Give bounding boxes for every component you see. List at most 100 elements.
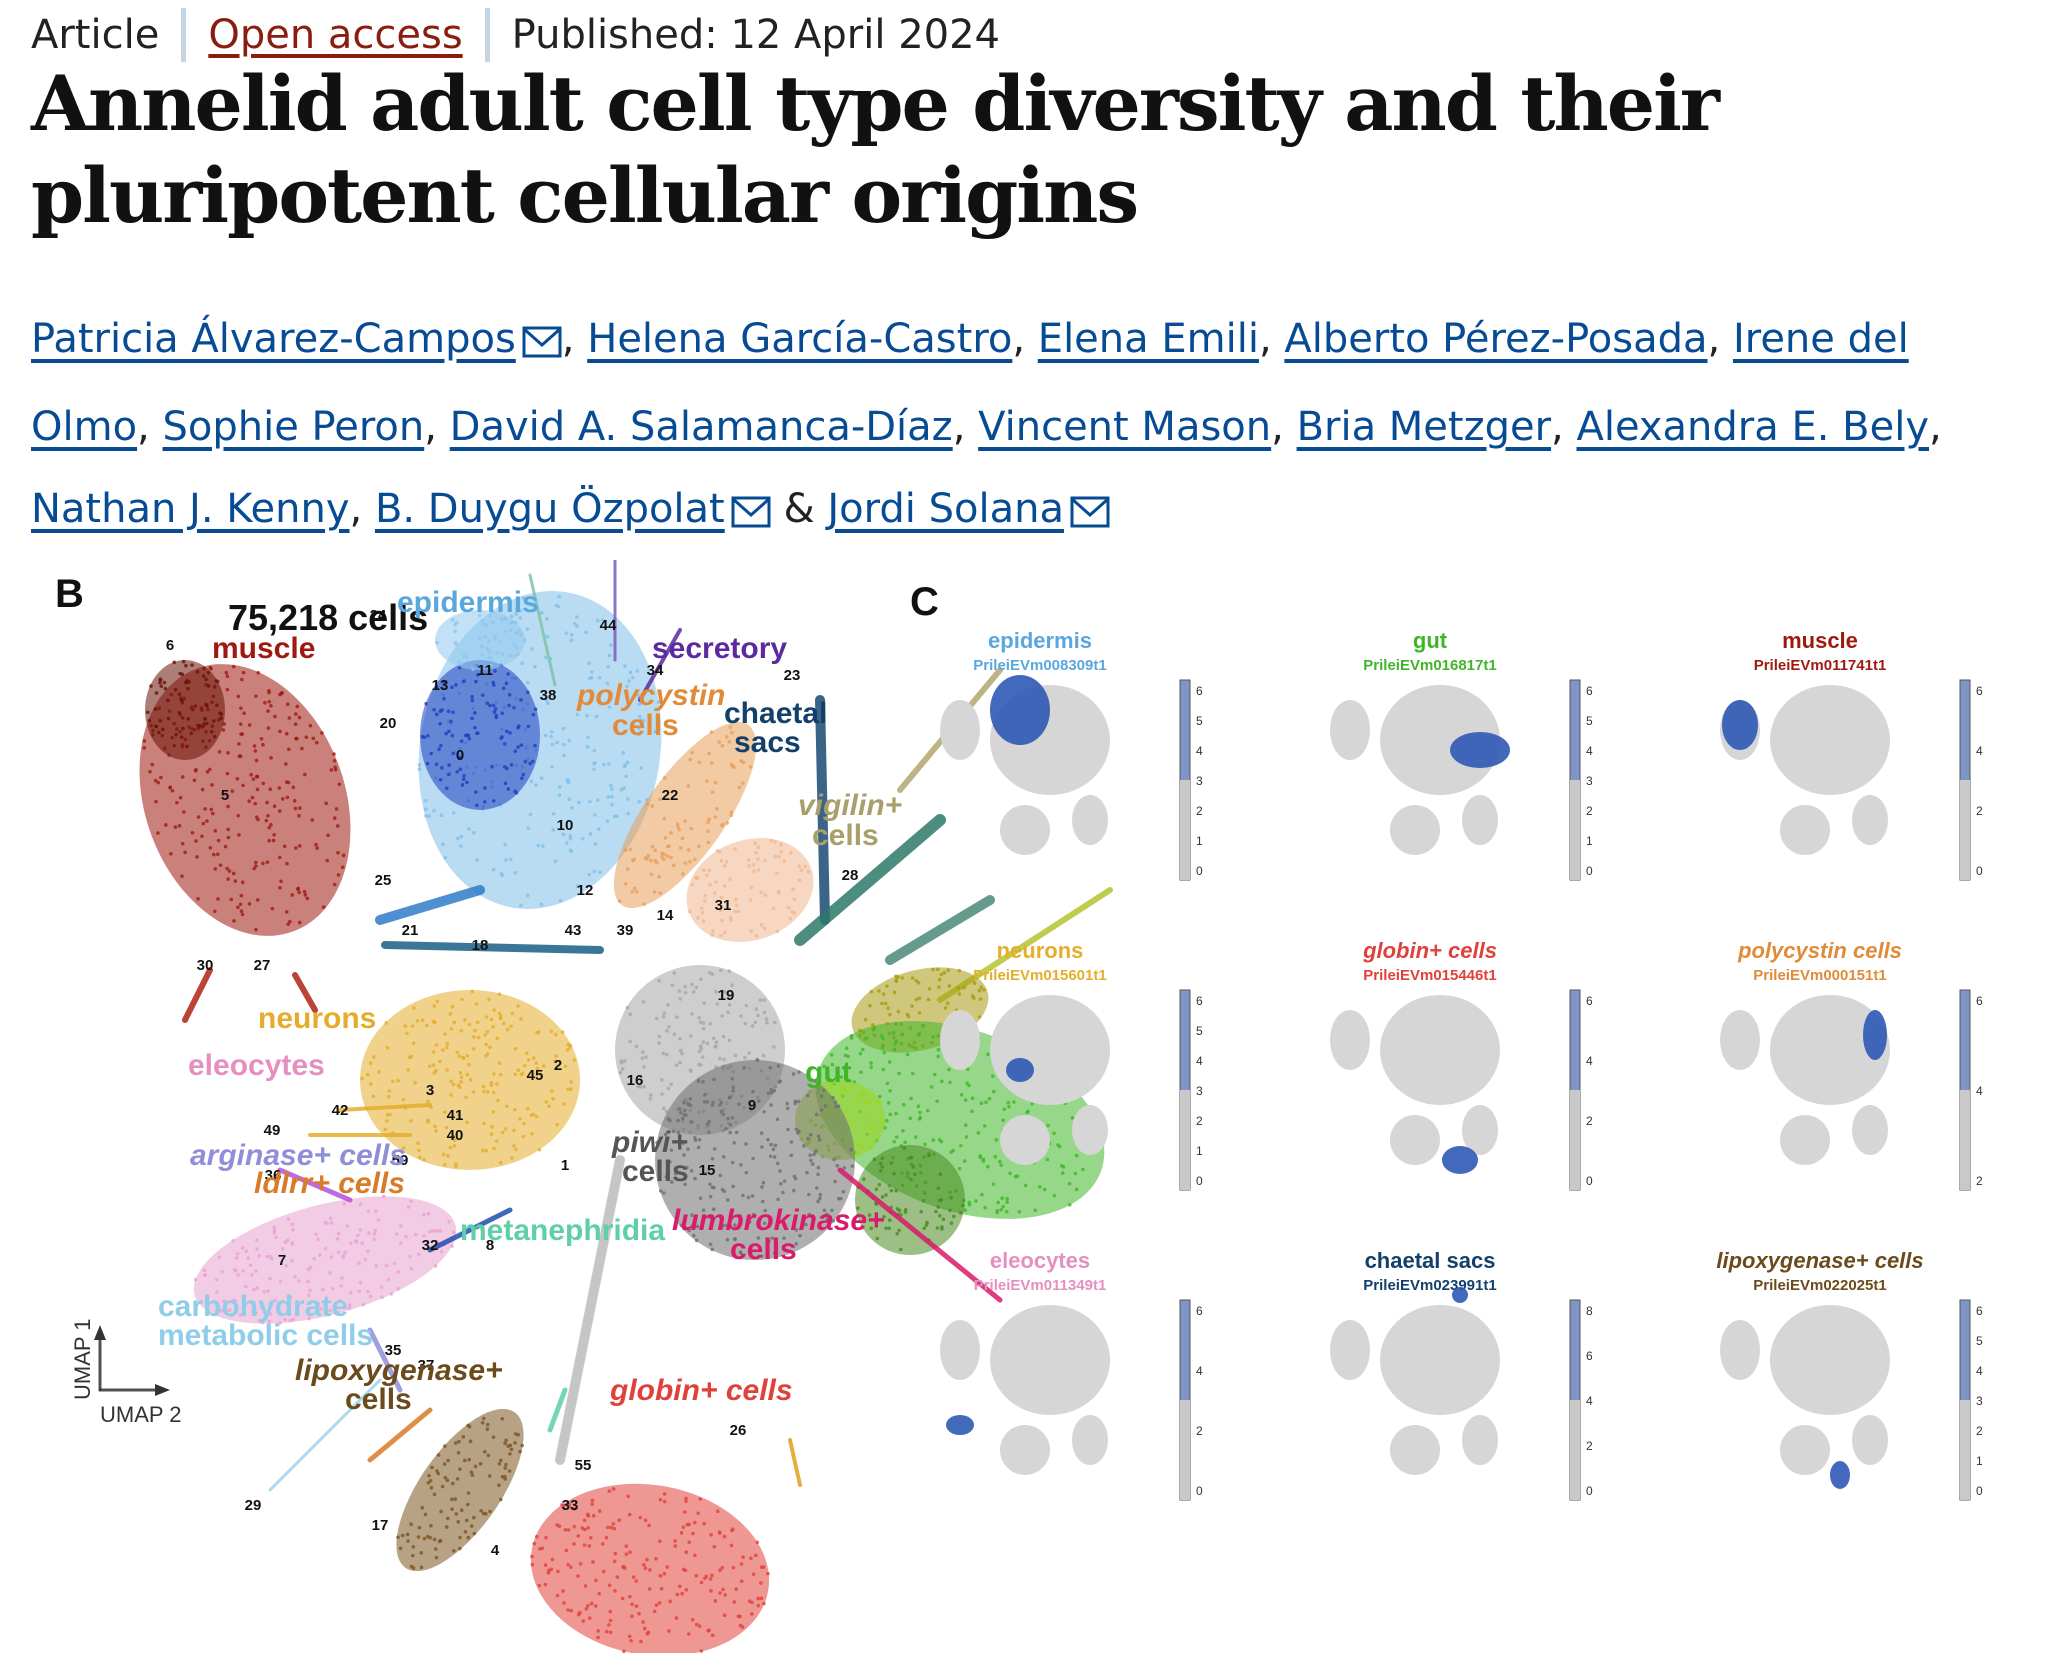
cluster-muscle-dot [203, 807, 207, 811]
cluster-piwi-dot [688, 1097, 692, 1101]
open-access-link[interactable]: Open access [208, 12, 462, 58]
cluster-muscle-dot [142, 746, 146, 750]
cluster-lipoxygenase-dot [435, 1556, 439, 1560]
author-link[interactable]: Jordi Solana [827, 486, 1064, 532]
cluster-12-dot [752, 863, 756, 867]
cluster-piwi-dot [822, 1088, 826, 1092]
cluster-number: 21 [402, 922, 419, 939]
cluster-muscle-dark-dot [180, 672, 184, 676]
cluster-globin-dot [626, 1495, 630, 1499]
author-link[interactable]: Bria Metzger [1297, 404, 1551, 450]
cluster-number: 18 [472, 937, 489, 954]
cluster-piwi-dot [820, 1108, 824, 1112]
cluster-gut-dot [914, 1135, 918, 1139]
author-link[interactable]: Alberto Pérez-Posada [1284, 316, 1707, 362]
cluster-globin-dot [718, 1568, 722, 1572]
cluster-20-dot [504, 781, 508, 785]
cluster-eleocytes-dot [241, 1269, 245, 1273]
email-icon[interactable] [522, 304, 562, 386]
cluster-12-dot [793, 911, 797, 915]
cluster-19-dot [946, 968, 950, 972]
cluster-globin-dot [606, 1526, 610, 1530]
cluster-globin-dot [684, 1550, 688, 1554]
cluster-15-dot [938, 1214, 942, 1218]
cluster-muscle-dot [324, 801, 328, 805]
author-link[interactable]: David A. Salamanca-Díaz [450, 404, 953, 450]
colorbar-low [1960, 780, 1970, 880]
cluster-muscle-dark-dot [191, 708, 195, 712]
cluster-eleocytes-dot [244, 1249, 248, 1253]
author-link[interactable]: Alexandra E. Bely [1576, 404, 1929, 450]
cluster-lipoxygenase-dot [499, 1498, 503, 1502]
cluster-12-dot [772, 907, 776, 911]
cluster-globin-dot [693, 1521, 697, 1525]
cluster-epidermis-dot [567, 739, 571, 743]
cluster-20-dot [447, 709, 451, 713]
cluster-globin-dot [596, 1629, 600, 1633]
cluster-neurons-dot [435, 1000, 439, 1004]
cluster-piwi-dot [682, 1101, 686, 1105]
cluster-15-dot [927, 1154, 931, 1158]
author-link[interactable]: Helena García-Castro [587, 316, 1012, 362]
umap-silhouette [1780, 805, 1830, 855]
cluster-muscle-dot [306, 897, 310, 901]
cluster-number: 33 [562, 1497, 579, 1514]
cluster-gut-dot [1068, 1182, 1072, 1186]
cluster-muscle-dot [242, 711, 246, 715]
cluster-neurons-dot [481, 1149, 485, 1153]
cluster-gut-dot [996, 1209, 1000, 1213]
cluster-20-dot [424, 702, 428, 706]
cluster-neurons-dot [360, 1077, 364, 1081]
cluster-muscle-dot [209, 846, 213, 850]
cluster-muscle-dot [298, 716, 302, 720]
cluster-gut-dot [1018, 1210, 1022, 1214]
cluster-epidermis-dot [537, 844, 541, 848]
cluster-piwi-dot [659, 1189, 663, 1193]
cluster-45-dot [626, 1006, 630, 1010]
cluster-muscle-dot [195, 855, 199, 859]
umap-silhouette [1330, 1010, 1370, 1070]
cluster-epidermis-dot [588, 800, 592, 804]
cluster-lipoxygenase-dot [508, 1444, 512, 1448]
cluster-16-dot [857, 1144, 861, 1148]
cluster-eleocytes-dot [306, 1280, 310, 1284]
cluster-45-dot [662, 1011, 666, 1015]
cluster-muscle-dot [297, 814, 301, 818]
cluster-globin-dot [732, 1600, 736, 1604]
cluster-muscle-dot [266, 860, 270, 864]
email-icon[interactable] [1070, 474, 1110, 556]
cluster-polycystin-dot [730, 763, 734, 767]
umap-silhouette [1072, 795, 1108, 845]
cluster-eleocytes-dot [291, 1228, 295, 1232]
cluster-gut-dot [906, 1053, 910, 1057]
cluster-piwi-dot [699, 1197, 703, 1201]
feature-plot-gene: PrileiEVm011349t1 [974, 1277, 1107, 1294]
author-link[interactable]: B. Duygu Özpolat [375, 486, 725, 532]
cluster-muscle-dot [239, 732, 243, 736]
author-link[interactable]: Nathan J. Kenny [31, 486, 350, 532]
author-link[interactable]: Vincent Mason [978, 404, 1271, 450]
cluster-45-dot [678, 1037, 682, 1041]
author-separator: , [953, 404, 978, 450]
cluster-eleocytes-dot [422, 1213, 426, 1217]
cluster-gut-dot [1006, 1101, 1010, 1105]
cluster-45-dot [708, 1022, 712, 1026]
cluster-globin-dot [532, 1542, 536, 1546]
cluster-gut-dot [996, 1201, 1000, 1205]
cluster-muscle-dot [151, 763, 155, 767]
cluster-piwi-dot [777, 1064, 781, 1068]
cluster-20-dot [462, 679, 466, 683]
cluster-gut-dot [873, 1026, 877, 1030]
cluster-muscle-dot [278, 886, 282, 890]
cluster-lipoxygenase-dot [457, 1451, 461, 1455]
author-link[interactable]: Patricia Álvarez-Campos [31, 316, 516, 362]
author-link[interactable]: Elena Emili [1038, 316, 1259, 362]
cluster-lipoxygenase-dot [452, 1549, 456, 1553]
email-icon[interactable] [731, 474, 771, 556]
author-link[interactable]: Sophie Peron [162, 404, 424, 450]
cluster-24-dot [454, 641, 458, 645]
cluster-20-dot [520, 743, 524, 747]
cluster-eleocytes-dot [233, 1268, 237, 1272]
umap-silhouette [1780, 1425, 1830, 1475]
cluster-muscle-dot [217, 839, 221, 843]
